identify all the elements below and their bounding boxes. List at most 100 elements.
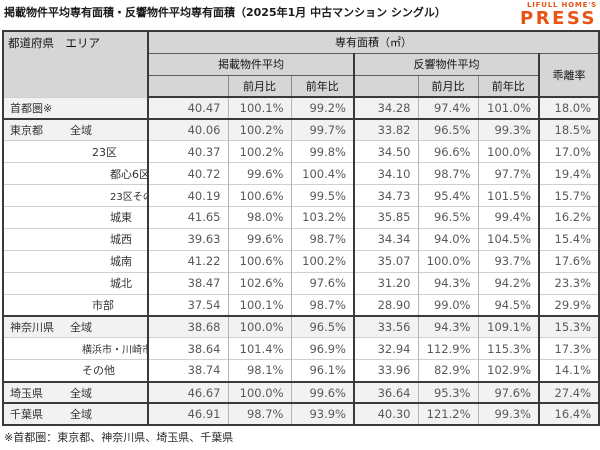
listed-mom: 98.0% (228, 205, 292, 229)
listed-yoy: 100.2% (291, 249, 355, 273)
inquiry-yoy: 99.3% (478, 402, 540, 426)
row-label: 23区 (3, 140, 149, 163)
listed-mom: 100.6% (228, 184, 292, 207)
prefecture-label: 埼玉県 (10, 386, 43, 400)
listed-mom: 99.6% (228, 162, 292, 185)
header-row-1: 都道府県 エリア 専有面積（㎡） (3, 31, 600, 97)
listed-mom: 100.1% (228, 293, 292, 316)
inquiry-mom: 94.3% (418, 271, 479, 295)
row-label: 都心6区 (3, 162, 149, 185)
row-label: 市部 (3, 293, 149, 316)
inquiry-mom: 97.4% (418, 96, 479, 119)
header-prefecture-area: 都道府県 エリア (3, 31, 149, 97)
area-statistics-table: 都道府県 エリア 専有面積（㎡） 掲載物件平均 反響物件平均 乖離率 前月比 前… (2, 30, 600, 427)
row-label: 東京都 全域 (3, 117, 149, 141)
inquiry-mom: 95.3% (418, 380, 479, 404)
table-row: その他 38.74 98.1% 96.1% 33.96 82.9% 102.9% 14.1% (3, 359, 600, 382)
listed-yoy: 99.2% (291, 96, 355, 119)
listed-avg-area: 41.65 (148, 205, 229, 229)
header-inquiry-yoy: 前年比 (478, 75, 540, 98)
row-label: 埼玉県 全域 (3, 380, 149, 404)
listed-yoy: 98.7% (291, 293, 355, 316)
listed-avg-area: 46.67 (148, 380, 229, 404)
inquiry-mom: 94.3% (418, 314, 479, 338)
area-label: 城西 (110, 233, 132, 247)
inquiry-yoy: 100.0% (478, 140, 540, 163)
deviation-rate: 16.4% (539, 402, 600, 426)
area-label: その他 (82, 364, 115, 378)
area-label: 23区その他 (110, 192, 146, 203)
table-row: 23区 40.37 100.2% 99.8% 34.50 96.6% 100.0% 17.0% (3, 140, 600, 163)
inquiry-avg-area: 36.64 (354, 380, 419, 404)
table-row: 首都圏※ 40.47 100.1% 99.2% 34.28 97.4% 101.0% 18.0… (3, 96, 600, 119)
deviation-rate: 18.0% (539, 96, 600, 119)
listed-yoy: 93.9% (291, 402, 355, 426)
inquiry-yoy: 102.9% (478, 359, 540, 382)
area-label: 城南 (110, 255, 132, 269)
table-row: 神奈川県 全域 38.68 100.0% 96.5% 33.56 94.3% 109.1% 15… (3, 314, 600, 338)
header-deviation-rate: 乖離率 (539, 53, 600, 98)
prefecture-label: 神奈川県 (10, 321, 54, 335)
row-label: 23区その他 (3, 184, 149, 207)
listed-yoy: 99.5% (291, 184, 355, 207)
table-row: 23区その他40.19100.6%99.5%34.7395.4%101.5%15… (3, 184, 600, 207)
area-label: 横浜市・川崎市 (82, 345, 148, 357)
inquiry-mom: 94.0% (418, 227, 479, 251)
inquiry-mom: 112.9% (418, 337, 479, 360)
logo-text-press: PRESS (520, 8, 597, 29)
listed-yoy: 103.2% (291, 205, 355, 229)
header-inquiry-mom: 前月比 (418, 75, 479, 98)
listed-avg-area: 41.22 (148, 249, 229, 273)
table-row: 都心6区 40.72 99.6% 100.4% 34.10 98.7% 97.7% 19.4% (3, 162, 600, 185)
row-label: 城東 (3, 205, 149, 229)
inquiry-yoy: 101.0% (478, 96, 540, 119)
row-label: 横浜市・川崎市 (3, 337, 149, 360)
listed-avg-area: 39.63 (148, 227, 229, 251)
table-row: 城東 41.65 98.0% 103.2% 35.85 96.5% 99.4% 16.2% (3, 205, 600, 229)
inquiry-mom: 98.7% (418, 162, 479, 185)
area-label: 城北 (110, 277, 132, 291)
listed-yoy: 96.9% (291, 337, 355, 360)
listed-yoy: 99.6% (291, 380, 355, 404)
deviation-rate: 15.4% (539, 227, 600, 251)
listed-mom: 98.7% (228, 402, 292, 426)
deviation-rate: 17.3% (539, 337, 600, 360)
inquiry-yoy: 97.7% (478, 162, 540, 185)
inquiry-avg-area: 35.85 (354, 205, 419, 229)
inquiry-yoy: 101.5% (478, 184, 540, 207)
deviation-rate: 19.4% (539, 162, 600, 185)
table-body: 首都圏※ 40.47 100.1% 99.2% 34.28 97.4% 101.0% 18.0… (3, 96, 600, 426)
inquiry-yoy: 99.3% (478, 117, 540, 141)
deviation-rate: 27.4% (539, 380, 600, 404)
listed-mom: 100.2% (228, 117, 292, 141)
inquiry-yoy: 109.1% (478, 314, 540, 338)
header-listed-average: 掲載物件平均 (148, 53, 355, 76)
header-inquiry-value-spacer (354, 75, 419, 98)
inquiry-mom: 96.6% (418, 140, 479, 163)
inquiry-avg-area: 32.94 (354, 337, 419, 360)
row-label: 城西 (3, 227, 149, 251)
table-row: 城北 38.47 102.6% 97.6% 31.20 94.3% 94.2% 23.3% (3, 271, 600, 295)
listed-avg-area: 40.47 (148, 96, 229, 119)
header-listed-yoy: 前年比 (291, 75, 355, 98)
prefecture-label: 千葉県 (10, 408, 43, 422)
header-listed-mom: 前月比 (228, 75, 292, 98)
table-row: 市部 37.54 100.1% 98.7% 28.90 99.0% 94.5% 29.9% (3, 293, 600, 316)
inquiry-yoy: 115.3% (478, 337, 540, 360)
listed-avg-area: 40.19 (148, 184, 229, 207)
area-label: 23区 (92, 145, 117, 159)
listed-yoy: 99.7% (291, 117, 355, 141)
row-label: 神奈川県 全域 (3, 314, 149, 338)
listed-mom: 100.2% (228, 140, 292, 163)
listed-avg-area: 38.64 (148, 337, 229, 360)
inquiry-avg-area: 34.34 (354, 227, 419, 251)
inquiry-mom: 82.9% (418, 359, 479, 382)
listed-avg-area: 38.47 (148, 271, 229, 295)
inquiry-avg-area: 28.90 (354, 293, 419, 316)
area-label: 全域 (70, 124, 92, 138)
listed-yoy: 100.4% (291, 162, 355, 185)
listed-mom: 100.0% (228, 314, 292, 338)
table-row: 東京都 全域 40.06 100.2% 99.7% 33.82 96.5% 99.3% 18.5… (3, 117, 600, 141)
table-row: 横浜市・川崎市 38.64 101.4% 96.9% 32.94 112.9% 115.3%… (3, 337, 600, 360)
listed-avg-area: 40.06 (148, 117, 229, 141)
